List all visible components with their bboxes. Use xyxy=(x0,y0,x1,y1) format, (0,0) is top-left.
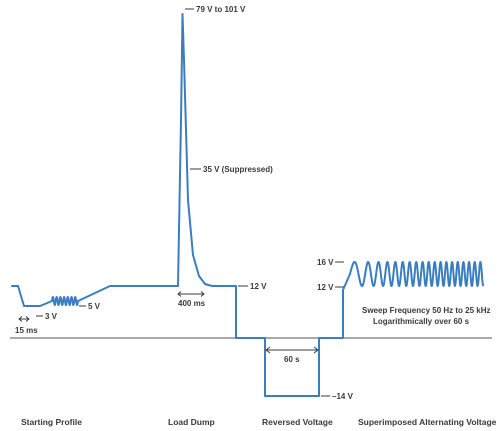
starting-ramp xyxy=(77,285,177,302)
twelve-v-right-label: 12 V xyxy=(250,282,267,291)
superimposed-ac-wave xyxy=(342,261,484,291)
sweep-line-1: Sweep Frequency 50 Hz to 25 kHz xyxy=(362,306,491,315)
five-v-label: 5 V xyxy=(88,302,101,311)
section-superimposed-ac: Superimposed Alternating Voltage xyxy=(358,417,497,427)
starting-ripple xyxy=(51,296,79,306)
four-hundred-ms-label: 400 ms xyxy=(178,299,206,308)
peak-label: 79 V to 101 V xyxy=(196,5,246,14)
sweep-line-2: Logarithmically over 60 s xyxy=(373,317,470,326)
section-reversed-voltage: Reversed Voltage xyxy=(262,417,333,427)
minus-fourteen-v-label: –14 V xyxy=(332,392,354,401)
sixty-s-arrowhead-right xyxy=(313,346,319,354)
load-dump-pulse xyxy=(175,13,344,397)
section-starting-profile: Starting Profile xyxy=(21,417,82,427)
four-hundred-ms-arrowhead-right xyxy=(200,291,205,297)
suppressed-label: 35 V (Suppressed) xyxy=(203,165,273,174)
sixty-s-arrowhead-left xyxy=(265,346,271,354)
waveform-base xyxy=(11,285,53,307)
three-v-label: 3 V xyxy=(45,312,58,321)
fifteen-ms-arrowhead-left xyxy=(18,316,23,322)
sixty-s-label: 60 s xyxy=(284,355,300,364)
section-load-dump: Load Dump xyxy=(168,417,215,427)
fifteen-ms-arrowhead-right xyxy=(25,316,30,322)
fifteen-ms-label: 15 ms xyxy=(15,326,38,335)
four-hundred-ms-arrowhead-left xyxy=(177,291,182,297)
sixteen-v-label: 16 V xyxy=(317,258,334,267)
twelve-v-left-label: 12 V xyxy=(317,283,334,292)
